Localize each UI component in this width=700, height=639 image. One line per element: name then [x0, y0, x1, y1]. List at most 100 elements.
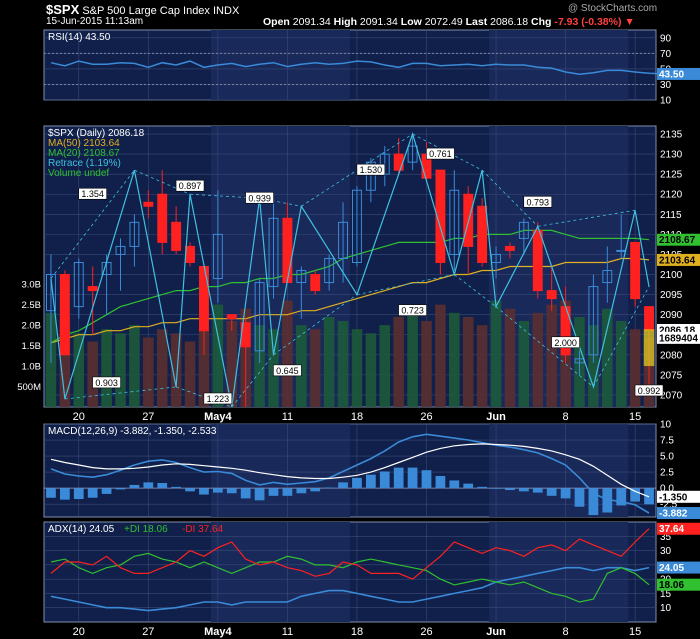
macd-hist-bar [282, 488, 293, 496]
candle-body [449, 189, 460, 255]
macd-ytick-1: 7.5 [660, 436, 674, 447]
macd-hist-bar [226, 488, 237, 494]
macd-hist-bar [46, 488, 56, 498]
adx-legend-minus: -DI 37.64 [182, 524, 224, 535]
macd-hist-bar [616, 488, 627, 506]
macd-hist-bar [463, 483, 474, 489]
volume-bar [629, 329, 641, 407]
candle-body [546, 290, 557, 300]
retrace-label: 0.793 [527, 197, 550, 207]
volume-bar [184, 341, 196, 407]
volume-bar [421, 321, 432, 407]
macd-hist-bar [296, 488, 307, 494]
volume-tick-0: 3.0B [21, 280, 41, 291]
candle-body [505, 245, 515, 251]
chg-label: Chg [531, 16, 552, 28]
candle-body [616, 249, 627, 252]
price-ytick-1: 2130 [660, 150, 683, 161]
retrace-dashed-line [481, 169, 539, 227]
minus-di-tag: 37.64 [659, 524, 684, 535]
macd-legend: MACD(12,26,9) -3.882, -1.350, -2.533 [48, 426, 217, 437]
macd-ytick-0: 10 [660, 420, 672, 431]
retrace-label-bg [245, 191, 274, 204]
price-ytick-7: 2100 [660, 270, 683, 281]
candle-body [588, 286, 599, 356]
candle-body [310, 274, 321, 292]
macd-hist-bar [157, 483, 168, 489]
minus-di-tag-bg [657, 522, 700, 535]
volume-tick-1: 2.5B [21, 300, 41, 311]
price-ytick-11: 2080 [660, 350, 683, 361]
volume-bar [462, 316, 474, 407]
volume-bar [532, 312, 544, 407]
retrace-label: 0.723 [401, 306, 424, 316]
ma50-price-tag: 2103.64 [659, 255, 696, 266]
macd-hist-bar [171, 486, 182, 489]
candle-body [477, 205, 488, 263]
macd-hist-bar [435, 475, 446, 489]
ma50-price-tag-bg [657, 253, 700, 266]
volume-bar [407, 308, 418, 407]
ma50-line [50, 257, 650, 344]
volume-bar [198, 329, 210, 407]
retrace-label-bg [551, 336, 580, 349]
rsi-last-label-bg [657, 67, 700, 80]
macd-hist-bar [240, 488, 251, 499]
retrace-dashed-line [412, 133, 483, 171]
price-legend-2: MA(20) 2108.67 [48, 148, 120, 159]
rsi-ytick-3: 30 [660, 80, 672, 91]
adx-tag-bg [657, 561, 700, 574]
volume-bar [435, 304, 446, 407]
macd-signal-tag: -1.350 [659, 492, 688, 503]
retrace-label-bg [273, 364, 302, 377]
price-ytick-2: 2125 [660, 170, 683, 181]
adx-ytick-5: 10 [660, 603, 672, 614]
high-value: 2091.34 [359, 16, 398, 28]
retrace-label: 1.354 [81, 189, 104, 199]
retrace-label-bg [634, 384, 664, 397]
retrace-label: 0.761 [429, 149, 452, 159]
price-legend-4: Volume undef [48, 168, 109, 179]
retrace-label: 1.223 [207, 394, 230, 404]
macd-hist-bar [268, 488, 279, 496]
candle-body [282, 217, 293, 284]
volume-bar [588, 325, 599, 407]
macd-hist-bar [477, 486, 488, 489]
retrace-label: 1.530 [360, 165, 383, 175]
retrace-label: 0.645 [276, 366, 299, 376]
candle-body [115, 245, 126, 255]
macd-hist-bar [59, 488, 70, 500]
retrace-dashed-line [454, 274, 497, 307]
retrace-dashed-line [50, 169, 135, 279]
rsi-ytick-4: 10 [660, 96, 672, 107]
volume-tick-5: 500M [17, 382, 41, 393]
high-label: High [333, 16, 357, 28]
volume-bar [212, 304, 224, 407]
candle-body [212, 233, 223, 280]
macd-line-tag-bg [657, 507, 700, 520]
adx-xlabel-5: 26 [420, 626, 432, 638]
adx-xlabel-6: Jun [486, 626, 506, 638]
ma20-price-tag: 2108.67 [659, 235, 696, 246]
last-price-tag: 2086.18 [659, 326, 696, 337]
exchange-text: INDX [213, 5, 240, 17]
volume-bar [129, 325, 140, 407]
retrace-dashed-line [273, 294, 358, 356]
adx-line [50, 566, 650, 612]
macd-ytick-5: -2.5 [660, 500, 678, 511]
macd-hist-bar [352, 477, 362, 489]
retrace-label: 2.000 [554, 338, 577, 348]
macd-hist-bar [87, 488, 98, 498]
candle-body [226, 314, 237, 320]
volume-bar [351, 329, 363, 407]
last-label: Last [465, 16, 488, 28]
volume-bar [254, 325, 265, 407]
macd-hist-bar [407, 467, 418, 489]
macd-hist-bar [449, 480, 460, 489]
retrace-label-bg [356, 163, 386, 176]
volume-bar [115, 333, 126, 407]
open-label: Open [263, 16, 290, 28]
macd-hist-bar [560, 488, 571, 499]
macd-line-tag: -3.882 [659, 509, 688, 520]
price-xlabel-1: 27 [142, 411, 154, 423]
